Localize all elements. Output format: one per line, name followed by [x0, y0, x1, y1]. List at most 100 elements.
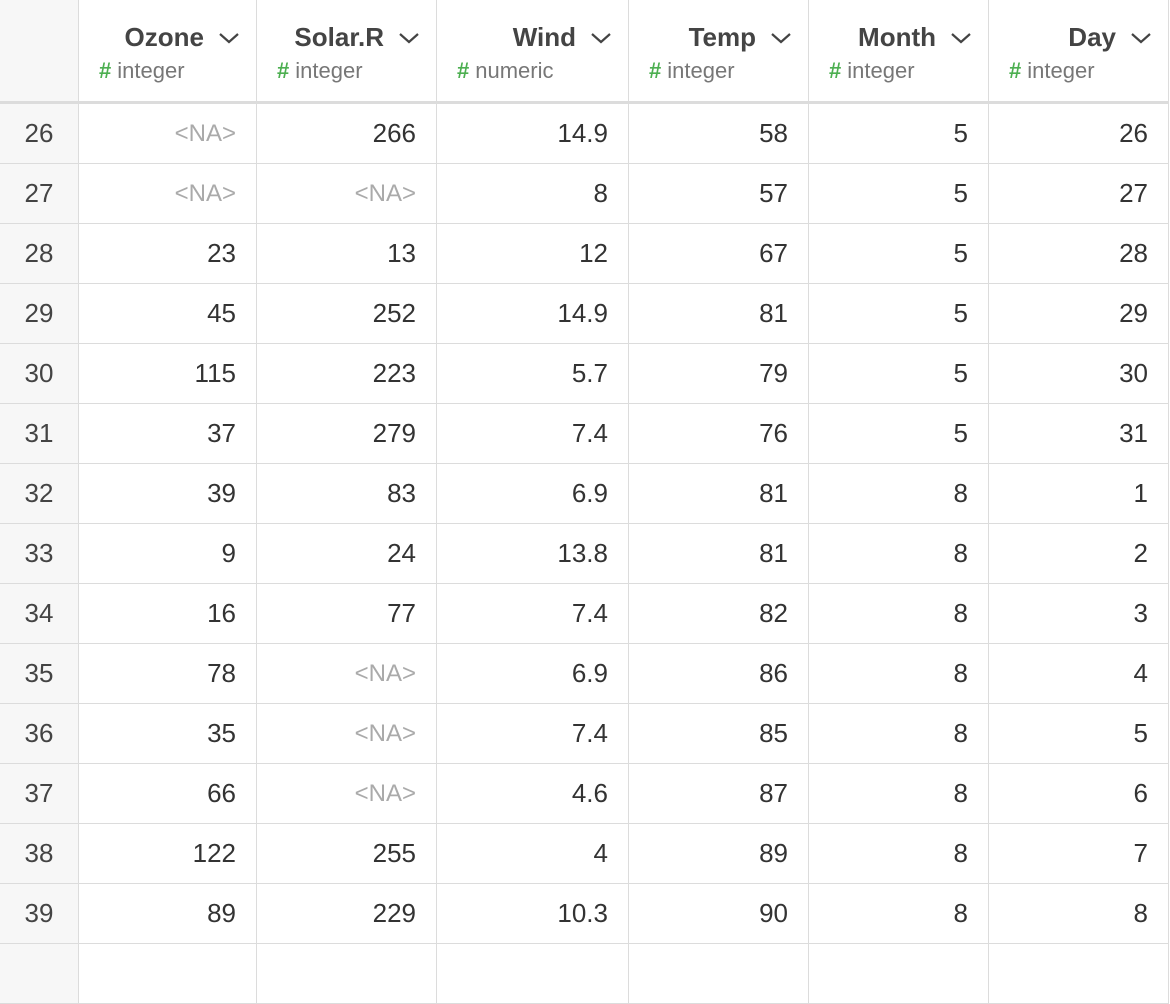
type-name: integer [117, 58, 185, 83]
data-cell: 45 [79, 284, 257, 343]
data-cell: 29 [989, 284, 1169, 343]
column-type: # integer [277, 58, 363, 84]
dropdown-chevron[interactable] [950, 31, 972, 45]
data-cell: 67 [629, 224, 809, 283]
corner-cell [0, 0, 79, 101]
data-cell: 81 [629, 284, 809, 343]
data-cell: 24 [257, 524, 437, 583]
data-cell: 83 [257, 464, 437, 523]
column-name: Solar.R [294, 22, 384, 52]
data-cell: 8 [437, 164, 629, 223]
data-cell: 35 [79, 704, 257, 763]
data-row: 39 89 229 10.3 90 8 8 [0, 884, 1169, 944]
data-cell: 58 [629, 104, 809, 163]
data-cell: 8 [809, 524, 989, 583]
data-row: 32 39 83 6.9 81 8 1 [0, 464, 1169, 524]
data-cell: 7 [989, 824, 1169, 883]
column-type: # integer [1009, 58, 1095, 84]
data-cell: 7.4 [437, 404, 629, 463]
data-row: 34 16 77 7.4 82 8 3 [0, 584, 1169, 644]
row-index: 33 [0, 524, 79, 583]
chevron-path [1131, 32, 1151, 43]
row-index: 35 [0, 644, 79, 703]
data-cell: 37 [79, 404, 257, 463]
data-cell: 223 [257, 344, 437, 403]
data-cell: 26 [989, 104, 1169, 163]
data-cell: 13 [257, 224, 437, 283]
data-cell: 77 [257, 584, 437, 643]
dropdown-chevron[interactable] [218, 31, 240, 45]
data-cell: 6 [989, 764, 1169, 823]
data-cell: 82 [629, 584, 809, 643]
data-cell: 39 [79, 464, 257, 523]
data-cell: 8 [809, 584, 989, 643]
column-header[interactable]: Wind # numeric [437, 0, 629, 101]
column-name: Temp [688, 22, 756, 52]
type-name: integer [1027, 58, 1095, 83]
data-cell: 76 [629, 404, 809, 463]
data-cell: <NA> [79, 104, 257, 163]
data-cell: 86 [629, 644, 809, 703]
data-row: 31 37 279 7.4 76 5 31 [0, 404, 1169, 464]
data-cell: <NA> [79, 164, 257, 223]
row-index: 31 [0, 404, 79, 463]
column-header[interactable]: Ozone # integer [79, 0, 257, 101]
data-cell: <NA> [257, 704, 437, 763]
column-header[interactable]: Solar.R # integer [257, 0, 437, 101]
column-header[interactable]: Temp # integer [629, 0, 809, 101]
chevron-path [771, 32, 791, 43]
type-icon: # [829, 58, 842, 83]
data-cell: 14.9 [437, 104, 629, 163]
column-header[interactable]: Day # integer [989, 0, 1169, 101]
column-name-wrap: Day [1068, 22, 1152, 53]
data-cell: 8 [809, 884, 989, 943]
row-index: 32 [0, 464, 79, 523]
data-cell [989, 944, 1169, 1003]
data-cell: 14.9 [437, 284, 629, 343]
data-cell: 5 [809, 224, 989, 283]
data-cell: 23 [79, 224, 257, 283]
data-cell: 87 [629, 764, 809, 823]
partial-row [0, 944, 1169, 1004]
column-name: Month [858, 22, 936, 52]
data-cell: 5 [809, 164, 989, 223]
row-index [0, 944, 79, 1003]
data-cell: 3 [989, 584, 1169, 643]
dropdown-chevron[interactable] [1130, 31, 1152, 45]
chevron-path [591, 32, 611, 43]
type-name: integer [295, 58, 363, 83]
data-row: 35 78 <NA> 6.9 86 8 4 [0, 644, 1169, 704]
data-cell: <NA> [257, 764, 437, 823]
header-row: Ozone # integer Solar.R # integer Wind # numeric… [0, 0, 1169, 104]
dropdown-chevron[interactable] [590, 31, 612, 45]
column-type: # integer [829, 58, 915, 84]
dropdown-chevron[interactable] [398, 31, 420, 45]
row-index: 37 [0, 764, 79, 823]
column-type: # numeric [457, 58, 554, 84]
data-cell: 5 [809, 104, 989, 163]
data-cell: 66 [79, 764, 257, 823]
data-cell: 6.9 [437, 644, 629, 703]
data-cell [79, 944, 257, 1003]
data-cell: 122 [79, 824, 257, 883]
data-cell: 90 [629, 884, 809, 943]
data-row: 37 66 <NA> 4.6 87 8 6 [0, 764, 1169, 824]
data-cell: 5.7 [437, 344, 629, 403]
data-row: 28 23 13 12 67 5 28 [0, 224, 1169, 284]
row-index: 28 [0, 224, 79, 283]
type-name: numeric [475, 58, 554, 83]
dropdown-chevron[interactable] [770, 31, 792, 45]
data-cell: 31 [989, 404, 1169, 463]
data-cell [809, 944, 989, 1003]
type-name: integer [667, 58, 735, 83]
data-cell: 89 [79, 884, 257, 943]
row-index: 30 [0, 344, 79, 403]
type-icon: # [1009, 58, 1022, 83]
column-header[interactable]: Month # integer [809, 0, 989, 101]
column-name-wrap: Temp [689, 22, 792, 53]
data-row: 38 122 255 4 89 8 7 [0, 824, 1169, 884]
row-index: 27 [0, 164, 79, 223]
row-index: 26 [0, 104, 79, 163]
data-cell: 89 [629, 824, 809, 883]
